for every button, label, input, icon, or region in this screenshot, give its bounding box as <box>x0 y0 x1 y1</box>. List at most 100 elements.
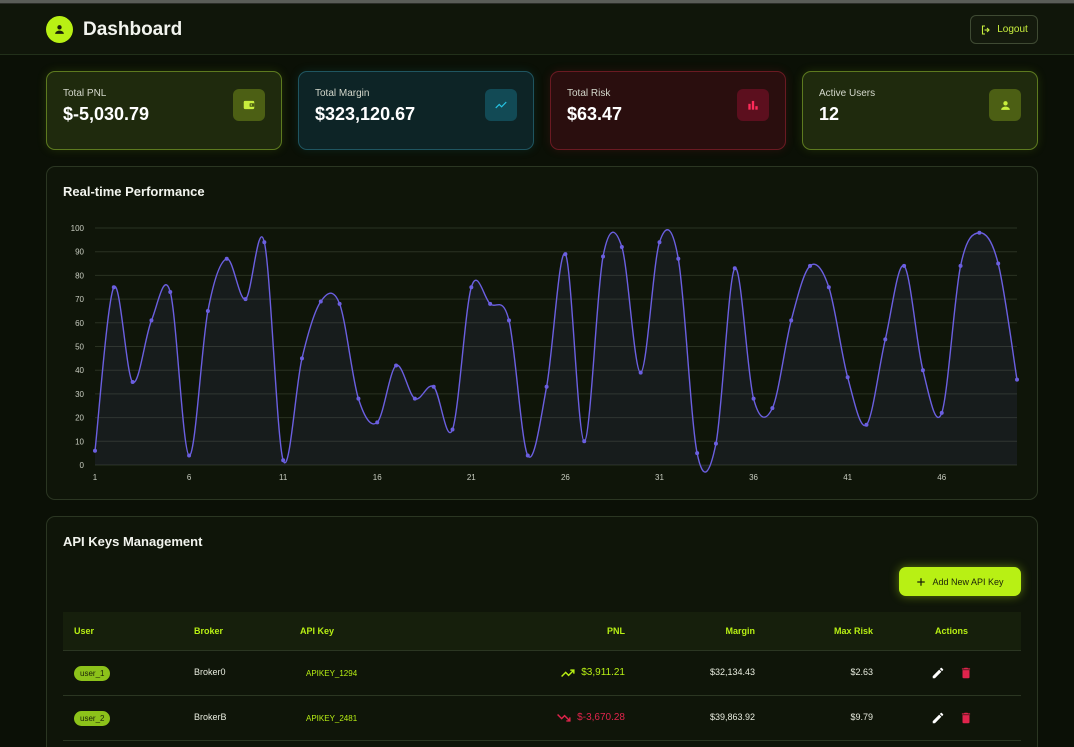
table-row: user_1 Broker0 APIKEY_1294 $3,911.21 $32… <box>63 651 1021 696</box>
edit-icon[interactable] <box>931 666 945 680</box>
section-title: API Keys Management <box>63 534 203 549</box>
data-point <box>394 363 399 368</box>
column-header-actions: Actions <box>935 626 969 636</box>
data-point <box>243 297 248 302</box>
stat-label: Total PNL <box>63 88 107 99</box>
broker-cell: BrokerB <box>194 712 227 722</box>
pnl-value: $3,911.21 <box>581 667 625 678</box>
data-point <box>563 252 568 257</box>
data-point <box>412 396 417 401</box>
column-header-user: User <box>74 626 95 636</box>
add-api-key-label: Add New API Key <box>932 576 1004 587</box>
data-point <box>1015 377 1019 382</box>
data-point <box>864 422 869 427</box>
data-point <box>676 256 681 261</box>
data-point <box>506 318 511 323</box>
data-point <box>318 299 323 304</box>
y-tick-label: 0 <box>80 461 85 470</box>
data-point <box>601 254 606 259</box>
x-tick-label: 26 <box>561 473 570 482</box>
plus-icon <box>917 577 926 586</box>
data-point <box>845 375 850 380</box>
logout-icon <box>982 24 990 35</box>
bar-chart-icon <box>737 89 769 121</box>
data-point <box>93 448 97 453</box>
delete-icon[interactable] <box>959 666 973 680</box>
data-point <box>111 285 116 290</box>
user-badge: user_2 <box>74 711 111 726</box>
wallet-icon <box>233 89 265 121</box>
column-header-max-risk: Max Risk <box>833 626 873 636</box>
data-point <box>525 453 530 458</box>
x-tick-label: 16 <box>373 473 382 482</box>
y-tick-label: 30 <box>75 390 84 399</box>
edit-icon[interactable] <box>931 711 945 725</box>
data-point <box>826 285 831 290</box>
data-point <box>789 318 794 323</box>
logout-label: Logout <box>997 24 1028 35</box>
page-title: Dashboard <box>83 19 183 40</box>
user-avatar-icon <box>46 16 73 43</box>
data-point <box>544 384 549 389</box>
data-point <box>130 380 135 385</box>
stat-card-total-risk: Total Risk $63.47 <box>550 71 786 150</box>
table-header: User Broker API Key PNL Margin Max Risk … <box>63 612 1021 651</box>
pnl-value: $-3,670.28 <box>577 712 625 723</box>
column-header-pnl: PNL <box>607 626 625 636</box>
data-point <box>356 396 361 401</box>
data-point <box>469 285 474 290</box>
x-tick-label: 31 <box>655 473 664 482</box>
x-tick-label: 1 <box>93 473 98 482</box>
performance-panel: Real-time Performance 0 10 20 30 40 50 60 70 80 9… <box>46 166 1038 500</box>
data-point <box>657 240 662 245</box>
trending-up-icon <box>485 89 517 121</box>
margin-cell: $39,863.92 <box>709 712 755 722</box>
delete-icon[interactable] <box>959 711 973 725</box>
data-point <box>713 441 718 446</box>
stat-value: $323,120.67 <box>315 104 416 124</box>
app-header: Dashboard Logout <box>0 4 1074 55</box>
data-point <box>149 318 154 323</box>
column-header-margin: Margin <box>725 626 755 636</box>
trending-down-icon <box>557 713 571 722</box>
user-badge: user_1 <box>74 666 111 681</box>
y-tick-label: 20 <box>75 414 84 423</box>
data-point <box>488 301 493 306</box>
data-point <box>168 289 173 294</box>
pnl-cell: $3,911.21 <box>561 667 625 678</box>
stat-card-total-margin: Total Margin $323,120.67 <box>298 71 534 150</box>
data-point <box>996 261 1001 266</box>
data-point <box>299 356 304 361</box>
y-tick-label: 40 <box>75 366 84 375</box>
logout-button[interactable]: Logout <box>970 15 1038 44</box>
column-header-broker: Broker <box>194 626 224 636</box>
data-point <box>902 263 907 268</box>
margin-cell: $32,134.43 <box>709 667 755 677</box>
data-point <box>770 406 775 411</box>
series-area <box>95 229 1017 473</box>
data-point <box>375 420 380 425</box>
data-point <box>205 308 210 313</box>
api-keys-panel: API Keys Management Add New API Key User… <box>46 516 1038 747</box>
data-point <box>187 453 192 458</box>
stat-value: $63.47 <box>567 104 623 124</box>
y-tick-label: 60 <box>75 319 84 328</box>
data-point <box>281 458 286 463</box>
data-point <box>450 427 455 432</box>
api-key-cell: APIKEY_1294 <box>306 669 358 678</box>
x-tick-label: 11 <box>279 473 288 482</box>
data-point <box>939 410 944 415</box>
y-tick-label: 100 <box>71 224 85 233</box>
data-point <box>262 240 267 245</box>
add-api-key-button[interactable]: Add New API Key <box>899 567 1021 596</box>
data-point <box>582 439 587 444</box>
stat-card-total-pnl: Total PNL $-5,030.79 <box>46 71 282 150</box>
window-top-edge <box>0 0 1074 4</box>
data-point <box>224 256 229 261</box>
x-tick-label: 46 <box>937 473 946 482</box>
y-tick-label: 10 <box>75 437 84 446</box>
y-tick-label: 90 <box>75 248 84 257</box>
data-point <box>751 396 756 401</box>
stat-value: 12 <box>819 104 840 124</box>
